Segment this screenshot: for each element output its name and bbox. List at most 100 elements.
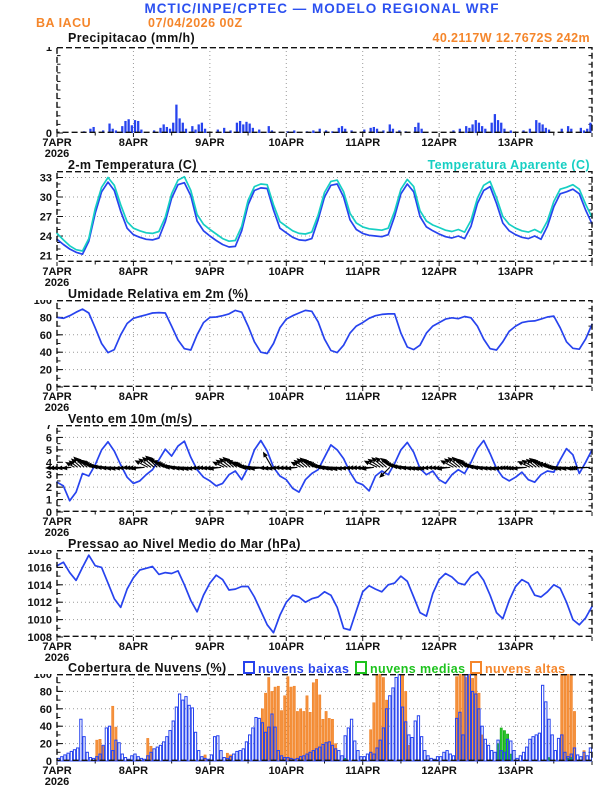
precipitacao-bar [388, 124, 391, 133]
wind-arrow-head [422, 465, 429, 471]
wind-arrow [65, 461, 75, 468]
x-axis-year-label: 2026 [45, 527, 69, 539]
nuvens-baixas-bar [423, 750, 427, 762]
wind-arrow-head [511, 465, 518, 471]
wind-arrow-head [426, 465, 433, 470]
x-tick-label: 7APR [42, 765, 71, 777]
nuvens-baixas-bar [244, 741, 249, 762]
y-tick-label: 1012 [28, 597, 52, 609]
legend-nuvens-baixas: nuvens baixas [243, 661, 349, 676]
wind-arrow-head [493, 465, 500, 471]
precipitacao-bar [493, 114, 497, 133]
precipitacao-bar [544, 127, 547, 133]
wind-arrow-head [134, 460, 141, 465]
wind-arrow-head [201, 465, 208, 471]
precipitacao-bar [547, 129, 551, 133]
station-label: BA IACU [36, 16, 92, 30]
nuvens-baixas-bar [155, 746, 159, 762]
x-tick-label: 9APR [195, 641, 224, 653]
nuvens-baixas-bar [493, 751, 497, 762]
precipitacao-bar [165, 126, 169, 133]
wind-arrow-head [208, 465, 214, 471]
y-tick-label: 60 [40, 704, 52, 716]
nuvens-baixas-bar [455, 717, 459, 762]
precipitacao-bar [235, 122, 239, 133]
precipitacao-bar [172, 122, 175, 133]
wind-arrow [130, 465, 145, 471]
wind-arrow-head [560, 466, 567, 471]
wind-arrow-head [547, 465, 554, 471]
x-tick-label: 11APR [345, 641, 380, 653]
nuvens-baixas-bar [467, 674, 472, 762]
nuvens-baixas-bar [286, 757, 290, 762]
wind-arrow-head [517, 461, 524, 466]
y-tick-label: 1010 [28, 615, 52, 627]
wind-arrow-head [413, 466, 419, 471]
nuvens-baixas-bar [442, 751, 446, 762]
nuvens-baixas-bar [410, 737, 414, 762]
wind-arrow-head [100, 465, 107, 471]
wind-arrow-head [240, 465, 247, 470]
nuvens-baixas-bar [273, 726, 277, 762]
x-tick-label: 7APR [42, 641, 71, 653]
x-tick-label: 9APR [195, 765, 224, 777]
precipitacao-bar [417, 122, 420, 133]
nuvens-baixas-bar [470, 690, 475, 762]
wind-arrow-head [194, 465, 200, 471]
precipitacao-bar [168, 128, 172, 133]
wind-arrow [379, 466, 391, 478]
nuvens-baixas-bar [187, 704, 191, 762]
nuvens-baixas-bar [560, 734, 564, 762]
x-tick-label: 8APR [119, 137, 148, 149]
nuvens-baixas-bar [123, 757, 128, 762]
wind-arrow-head [315, 464, 321, 470]
wind-arrow-head [138, 458, 145, 464]
precipitacao-bar [111, 128, 114, 133]
wind-arrow-head [130, 465, 136, 471]
nuvens-baixas-bar [66, 752, 70, 762]
x-tick-label: 11APR [345, 137, 380, 149]
x-tick-label: 7APR [42, 266, 71, 278]
wind-arrow-head [528, 457, 535, 464]
nuvens-baixas-bar [563, 751, 567, 762]
wind-arrow-head [499, 465, 506, 471]
nuvens-baixas-bar [82, 736, 86, 762]
x-tick-label: 9APR [195, 391, 224, 403]
x-tick-label: 8APR [119, 391, 148, 403]
nuvens-baixas-bar [439, 756, 443, 762]
nuvens-baixas-bar [582, 751, 586, 762]
wind-arrow-head [61, 465, 68, 471]
wind-arrow-head [178, 466, 185, 471]
wind-arrow-head [322, 465, 329, 471]
wind-arrow-head [447, 457, 454, 463]
nuvens-altas-bar [566, 674, 570, 762]
wind-arrow-head [117, 465, 124, 471]
wind-arrow-head [75, 457, 82, 464]
precipitacao-bar [541, 124, 544, 133]
nuvens-altas-bar [563, 674, 567, 762]
nuvens-baixas-bar [572, 747, 577, 762]
wind-arrow-head [451, 456, 458, 463]
wind-arrow-head [327, 466, 333, 472]
precipitacao-bar [200, 122, 204, 133]
wind-arrow [70, 458, 82, 468]
wind-arrow-head [218, 457, 225, 464]
nuvens-baixas-bar [117, 742, 121, 762]
precipitacao-bar [566, 126, 570, 133]
wind-arrow-head [351, 465, 357, 471]
wind-arrow [138, 458, 152, 468]
y-tick-label: 40 [40, 721, 52, 733]
wind-arrow-head [347, 465, 354, 471]
nuvens-baixas-bar [521, 751, 526, 762]
wind-arrow [440, 460, 454, 468]
precipitacao-bar [344, 128, 347, 133]
y-tick-label: 1018 [28, 550, 52, 557]
wind-arrow-head [481, 465, 488, 471]
nuvens-baixas-bar [60, 756, 64, 762]
nuvens-baixas-bar [174, 706, 179, 762]
temperatura-aparente-line [56, 175, 593, 252]
wind-arrow-head [290, 461, 297, 467]
precipitacao-bar [496, 120, 500, 133]
wind-arrow-head [244, 465, 251, 471]
nuvens-baixas-bar [69, 750, 73, 762]
